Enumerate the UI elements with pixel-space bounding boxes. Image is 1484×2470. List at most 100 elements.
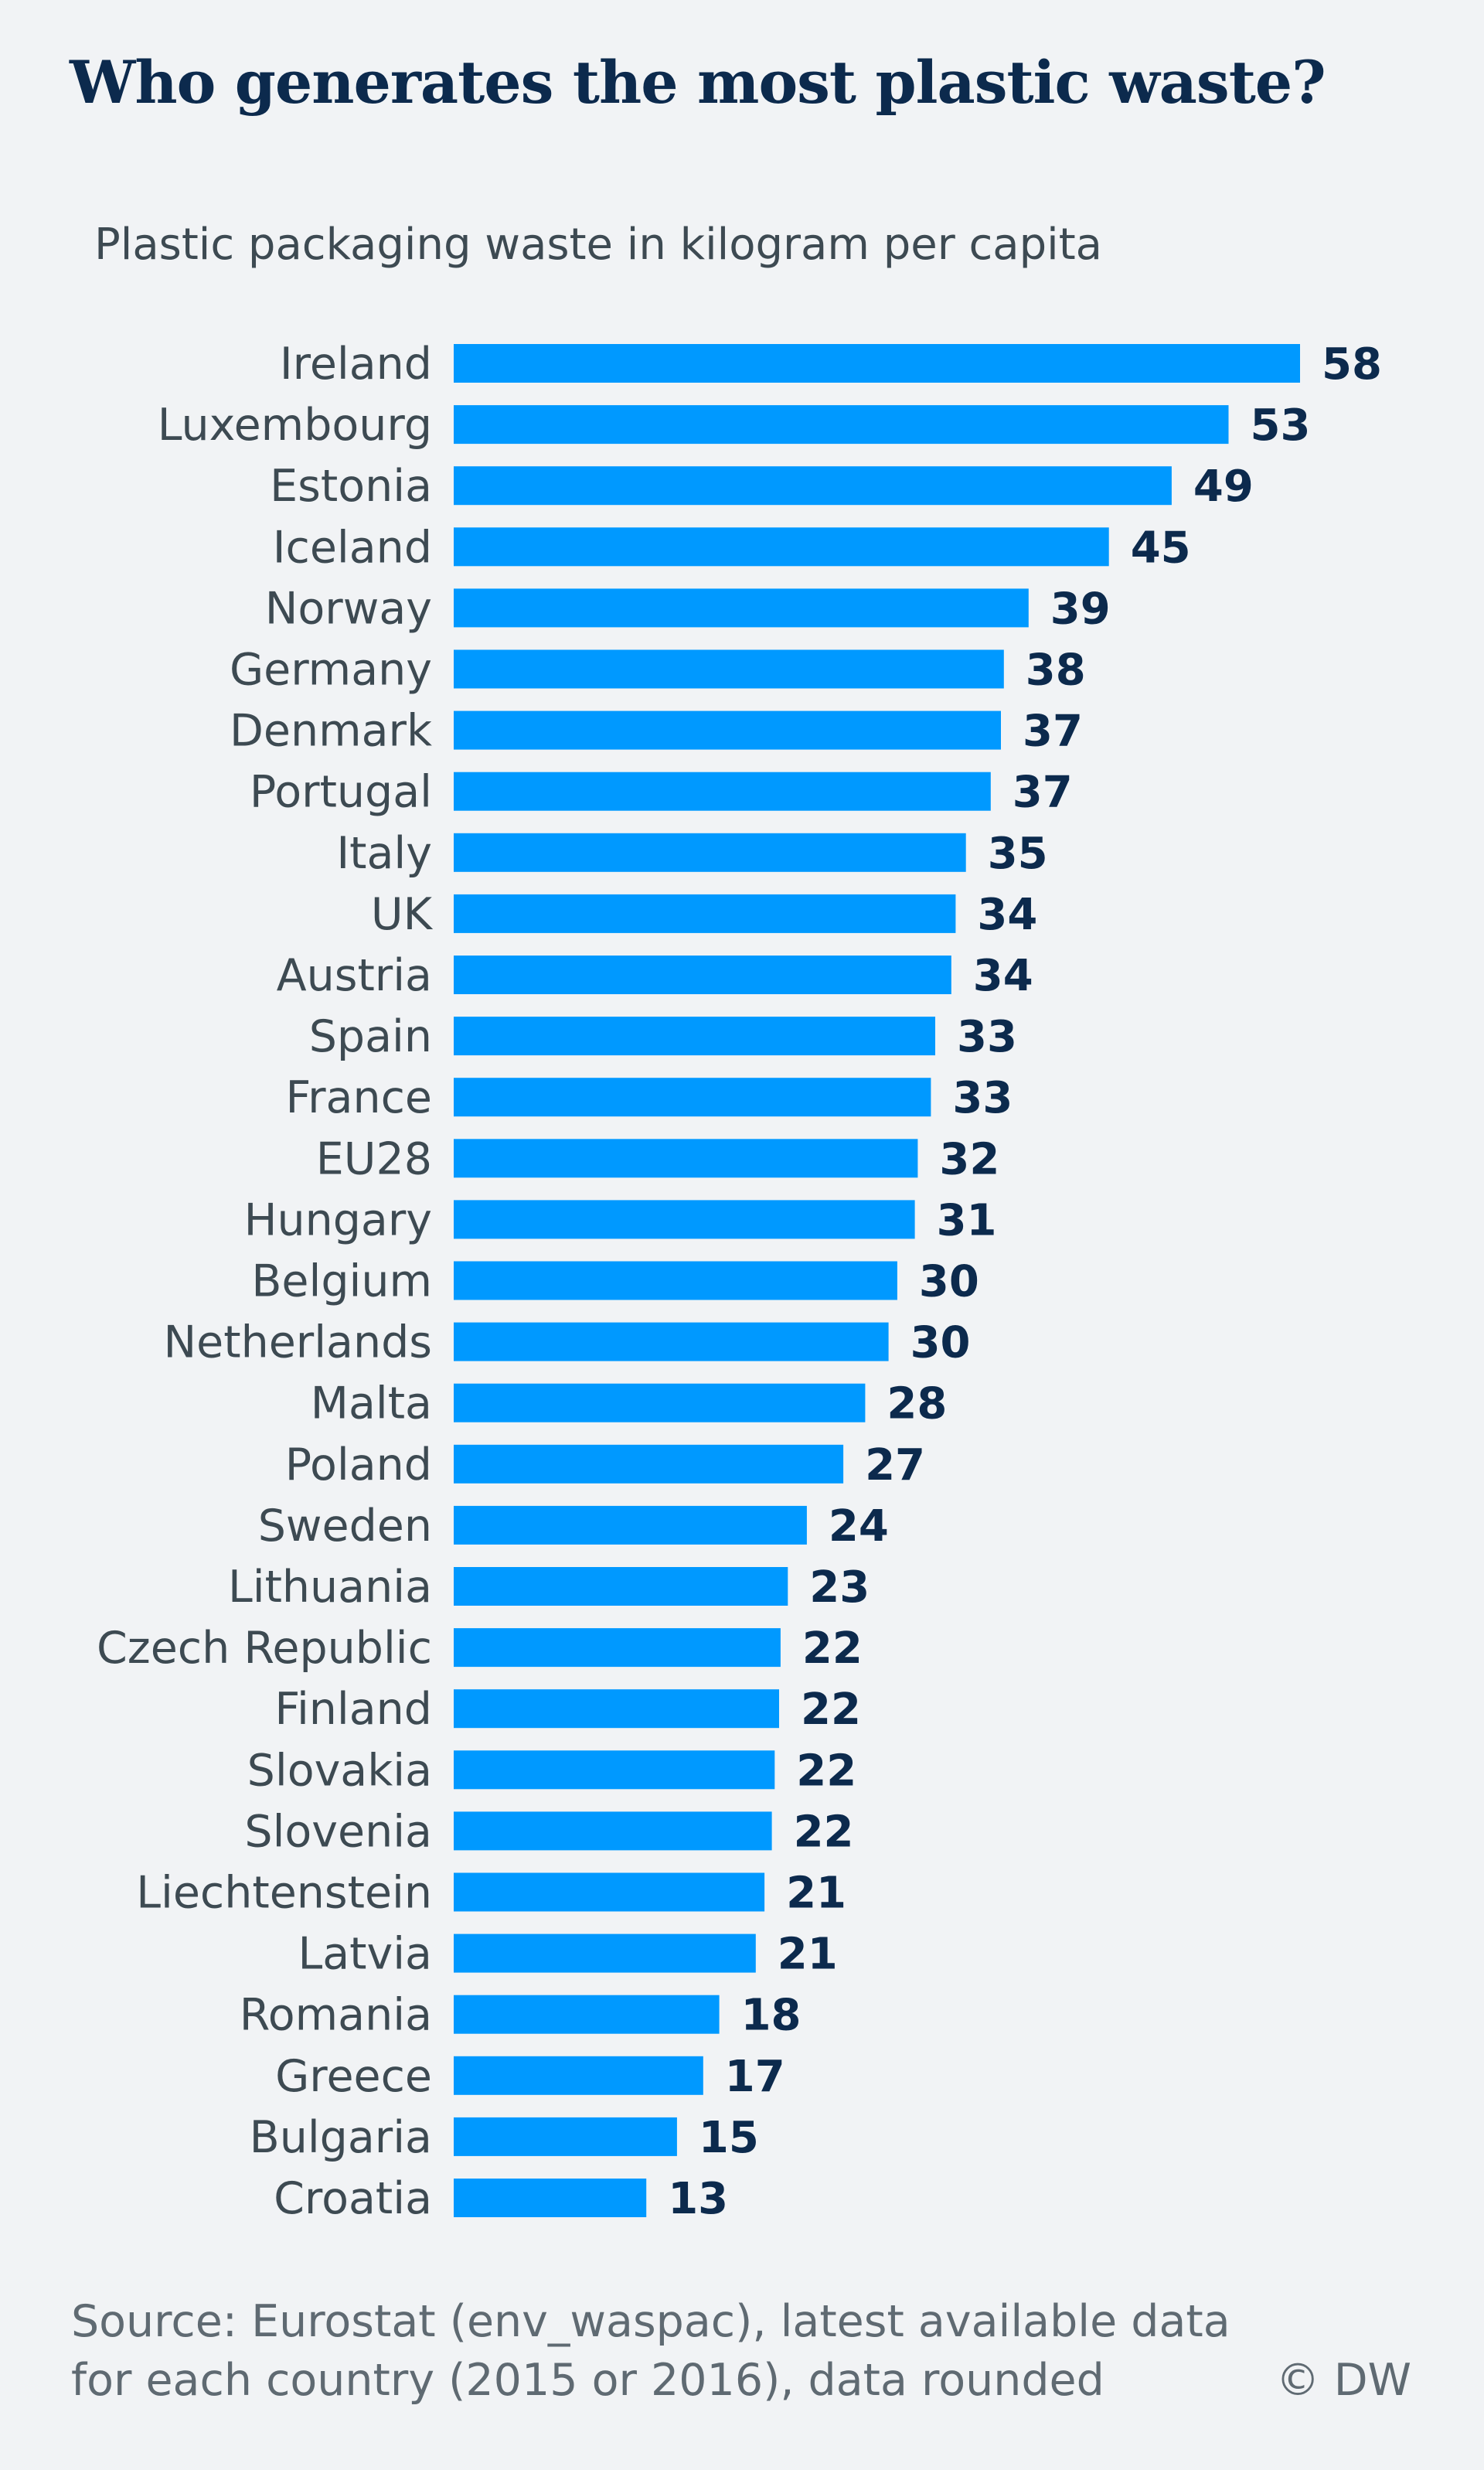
value-label: 37 <box>1023 707 1083 757</box>
category-label: Latvia <box>298 1929 432 1980</box>
value-label: 38 <box>1026 646 1086 696</box>
value-label: 30 <box>919 1257 979 1307</box>
category-label: Finland <box>274 1684 432 1735</box>
category-label: EU28 <box>316 1133 432 1184</box>
category-label: Czech Republic <box>97 1623 432 1674</box>
category-label: Malta <box>311 1378 432 1429</box>
category-label: Luxembourg <box>158 400 432 451</box>
value-label: 32 <box>939 1134 999 1184</box>
category-label: Liechtenstein <box>136 1868 432 1919</box>
bar-luxembourg <box>454 405 1229 445</box>
category-label: Belgium <box>251 1256 432 1307</box>
category-label: France <box>285 1072 432 1123</box>
category-label: Lithuania <box>228 1562 432 1613</box>
value-label: 15 <box>699 2113 759 2163</box>
bar-belgium <box>454 1261 897 1300</box>
bar-liechtenstein <box>454 1872 765 1912</box>
bar-portugal <box>454 772 991 811</box>
value-label: 58 <box>1322 339 1382 390</box>
bar-germany <box>454 649 1004 689</box>
value-label: 35 <box>988 829 1048 879</box>
bar-slovakia <box>454 1750 775 1790</box>
bar-sweden <box>454 1505 807 1545</box>
category-label: Denmark <box>230 706 432 757</box>
category-label: Hungary <box>244 1194 432 1245</box>
category-label: Spain <box>309 1011 432 1062</box>
bar-romania <box>454 1995 720 2034</box>
bar-eu28 <box>454 1139 918 1178</box>
value-label: 27 <box>865 1440 925 1491</box>
category-label: Romania <box>240 1990 432 2041</box>
category-label: UK <box>371 889 434 940</box>
value-label: 21 <box>778 1930 838 1980</box>
bar-chart: Ireland 58 Luxembourg 53 Estonia 49 Iceland 45 N… <box>97 339 1382 2224</box>
chart-subtitle: Plastic packaging waste in kilogram per … <box>94 220 1102 270</box>
bar-poland <box>454 1444 844 1484</box>
category-label: Portugal <box>250 767 432 818</box>
value-label: 33 <box>957 1012 1017 1062</box>
bar-spain <box>454 1017 935 1056</box>
value-label: 18 <box>741 1991 802 2041</box>
bar-uk <box>454 894 956 933</box>
value-label: 28 <box>887 1379 947 1429</box>
value-label: 39 <box>1050 584 1111 634</box>
bar-hungary <box>454 1200 915 1239</box>
chart-title: Who generates the most plastic waste? <box>70 48 1326 117</box>
bar-bulgaria <box>454 2117 677 2156</box>
value-label: 22 <box>796 1746 856 1796</box>
bar-slovenia <box>454 1811 772 1851</box>
bar-ireland <box>454 344 1300 383</box>
value-label: 37 <box>1013 768 1073 818</box>
bar-france <box>454 1078 931 1117</box>
source-note: Source: Eurostat (env_waspac), latest av… <box>71 2292 1308 2410</box>
value-label: 34 <box>973 951 1033 1001</box>
bar-croatia <box>454 2179 647 2217</box>
bar-czech-republic <box>454 1628 781 1668</box>
value-label: 23 <box>809 1562 870 1613</box>
bar-latvia <box>454 1933 756 1973</box>
value-label: 17 <box>725 2052 785 2102</box>
value-label: 34 <box>977 890 1037 940</box>
bar-finland <box>454 1689 779 1729</box>
category-label: Slovenia <box>244 1806 432 1857</box>
source-line-2: for each country (2015 or 2016), data ro… <box>71 2355 1104 2406</box>
bar-estonia <box>454 466 1172 506</box>
value-label: 21 <box>786 1869 846 1919</box>
bar-lithuania <box>454 1567 788 1606</box>
category-label: Greece <box>275 2051 432 2102</box>
category-label: Iceland <box>273 522 432 573</box>
value-label: 49 <box>1193 462 1254 512</box>
value-label: 22 <box>801 1685 861 1735</box>
category-label: Slovakia <box>247 1745 432 1796</box>
value-label: 30 <box>910 1318 971 1368</box>
category-label: Sweden <box>258 1501 432 1552</box>
category-label: Norway <box>265 583 432 634</box>
copyright-credit: © DW <box>1275 2355 1411 2406</box>
bar-iceland <box>454 527 1109 567</box>
category-label: Netherlands <box>164 1317 432 1368</box>
bar-netherlands <box>454 1322 889 1361</box>
bar-greece <box>454 2056 703 2095</box>
value-label: 22 <box>802 1623 863 1674</box>
bar-austria <box>454 956 951 994</box>
value-label: 24 <box>829 1501 889 1552</box>
bar-malta <box>454 1383 866 1422</box>
bar-italy <box>454 833 966 872</box>
value-label: 45 <box>1131 523 1191 573</box>
category-label: Bulgaria <box>250 2112 432 2163</box>
source-line-1: Source: Eurostat (env_waspac), latest av… <box>71 2296 1230 2347</box>
category-label: Estonia <box>270 461 432 512</box>
value-label: 22 <box>794 1807 854 1857</box>
bar-denmark <box>454 710 1001 750</box>
bar-norway <box>454 588 1029 628</box>
value-label: 33 <box>952 1073 1013 1123</box>
category-label: Italy <box>336 828 432 879</box>
category-label: Germany <box>230 645 432 696</box>
category-label: Croatia <box>274 2173 432 2224</box>
value-label: 31 <box>937 1195 997 1245</box>
value-label: 13 <box>668 2174 728 2224</box>
category-label: Poland <box>285 1439 432 1491</box>
category-label: Austria <box>277 950 432 1001</box>
value-label: 53 <box>1251 400 1311 451</box>
category-label: Ireland <box>280 339 432 390</box>
